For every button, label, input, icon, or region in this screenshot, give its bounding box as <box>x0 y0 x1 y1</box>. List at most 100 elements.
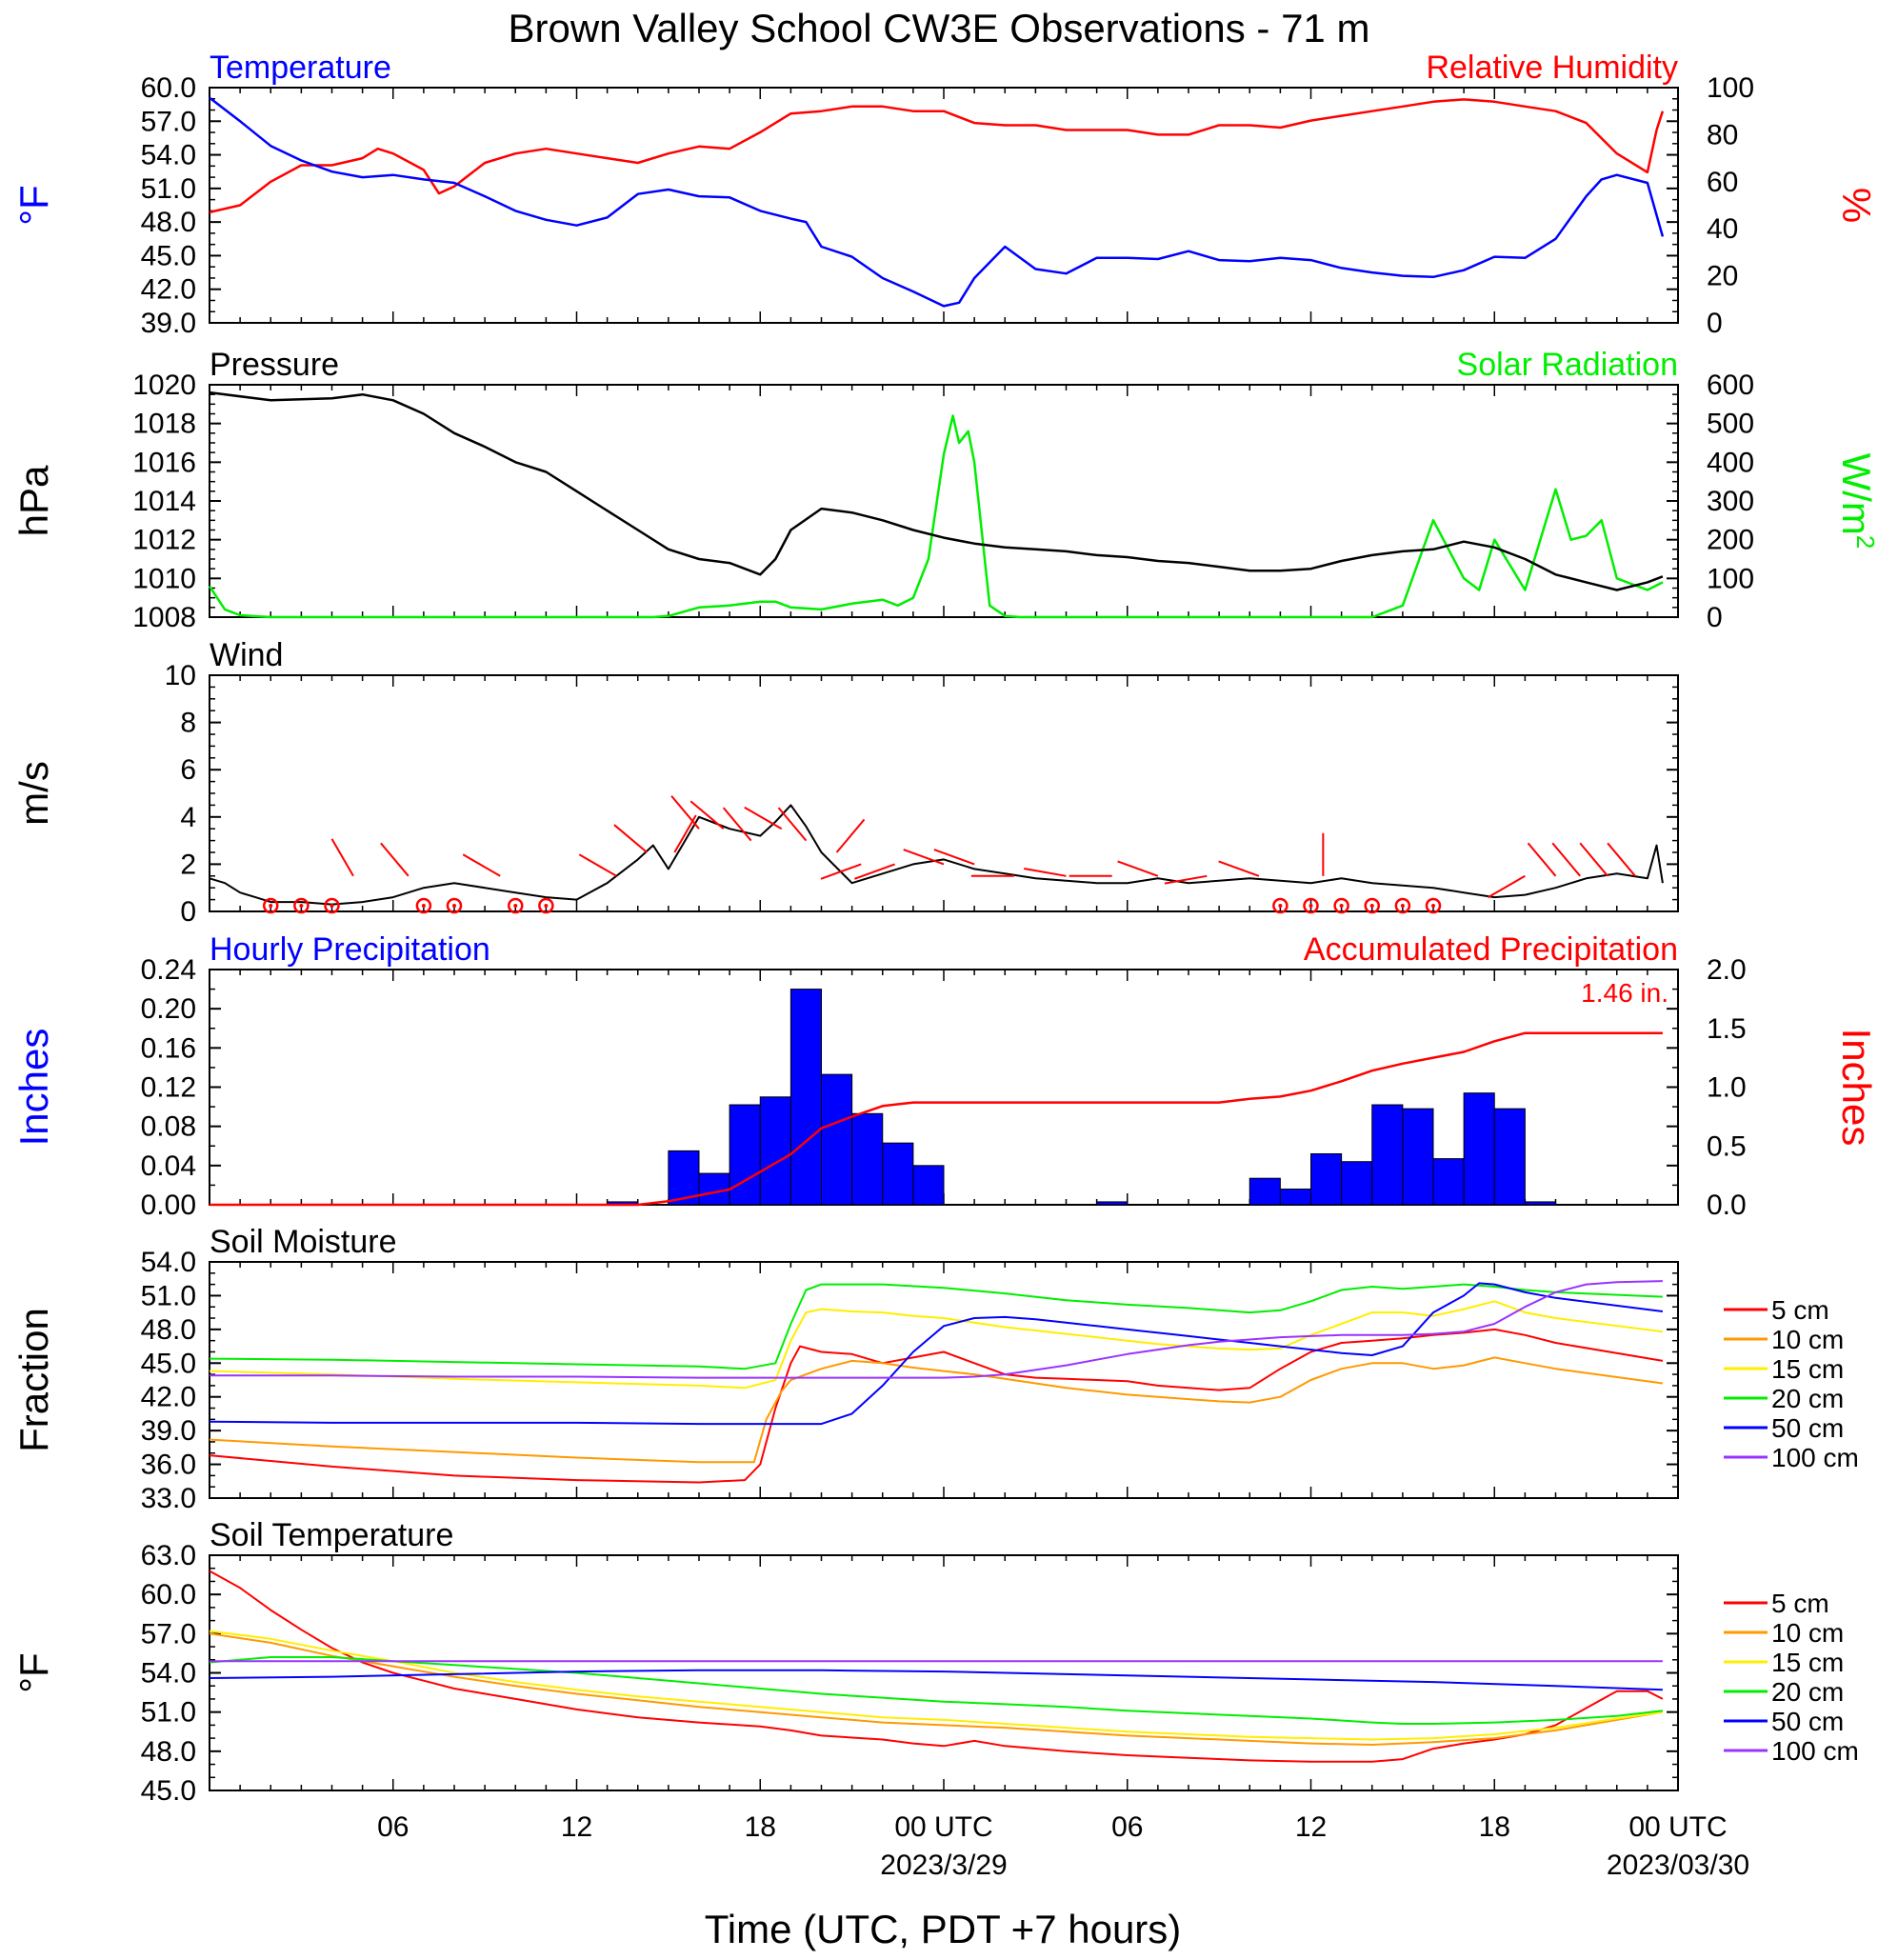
left-y-tick-label: 6 <box>180 754 196 786</box>
series-line <box>209 98 1665 214</box>
calm-wind-marker <box>263 897 279 914</box>
legend-label: 100 cm <box>1771 1736 1859 1766</box>
wind-barb <box>1527 842 1557 877</box>
wind-barb <box>613 824 649 853</box>
wind-barb <box>689 800 725 830</box>
wind-barb <box>933 849 975 866</box>
series-line <box>209 1300 1664 1390</box>
left-y-tick-label: 1018 <box>132 409 196 440</box>
right-y-tick-label: 2.0 <box>1707 954 1747 986</box>
left-y-tick-label: 57.0 <box>141 106 196 137</box>
precip-bar <box>729 1104 761 1206</box>
legend-label: 5 cm <box>1771 1295 1829 1325</box>
plot-frame <box>209 384 1679 618</box>
x-date-label: 2023/03/30 <box>1607 1850 1749 1881</box>
wind-barb <box>1607 842 1636 877</box>
plot-frame <box>209 1261 1679 1499</box>
right-y-tick-label: 600 <box>1707 370 1754 401</box>
left-y-tick-label: 54.0 <box>141 1658 196 1690</box>
precip-bar <box>882 1142 914 1206</box>
x-tick-label: 00 UTC <box>894 1811 992 1843</box>
legend-label: 15 cm <box>1771 1354 1844 1384</box>
left-y-tick-label: 1020 <box>132 370 196 401</box>
series-line <box>210 1031 1663 1207</box>
legend-label: 10 cm <box>1771 1325 1844 1354</box>
precip-bar <box>1249 1177 1281 1206</box>
legend-label: 20 cm <box>1771 1677 1844 1707</box>
series-line <box>209 804 1664 906</box>
x-tick-label: 06 <box>377 1811 409 1843</box>
left-y-tick-label: 1014 <box>132 486 196 517</box>
left-y-tick-label: 2 <box>180 849 196 880</box>
panel-title: Solar Radiation <box>1457 347 1678 383</box>
calm-wind-marker <box>299 904 304 908</box>
left-y-tick-label: 45.0 <box>141 1775 196 1807</box>
right-y-tick-label: 0 <box>1707 602 1723 633</box>
wind-barb <box>1579 842 1608 877</box>
figure-title: Brown Valley School CW3E Observations - … <box>509 6 1370 50</box>
legend-label: 50 cm <box>1771 1707 1844 1736</box>
calm-wind-marker <box>1333 897 1349 914</box>
left-y-tick-label: 0.12 <box>141 1072 196 1104</box>
series-line <box>209 1283 1663 1370</box>
precip-bar <box>759 1096 791 1206</box>
plot-frame <box>209 674 1679 912</box>
series-line <box>209 390 1664 591</box>
calm-wind-marker <box>1369 904 1374 908</box>
left-axis-title: °F <box>11 1652 56 1692</box>
left-y-tick-label: 0.24 <box>141 954 196 986</box>
right-axis-title: % <box>1834 188 1878 223</box>
right-y-tick-label: 0.0 <box>1707 1190 1747 1221</box>
x-date-label: 2023/3/29 <box>880 1850 1007 1881</box>
series-line <box>209 1630 1664 1741</box>
x-tick-label: 18 <box>745 1811 776 1843</box>
left-y-tick-label: 45.0 <box>141 1348 196 1379</box>
left-y-tick-label: 0 <box>180 896 196 928</box>
calm-wind-marker <box>1400 904 1405 908</box>
left-y-tick-label: 51.0 <box>141 1280 196 1311</box>
wind-barb <box>853 863 895 880</box>
wind-barb <box>462 853 501 877</box>
precip-bar <box>1402 1108 1434 1206</box>
wind-barb <box>670 795 700 830</box>
calm-wind-marker <box>421 904 426 908</box>
left-axis-title: Inches <box>11 1029 56 1147</box>
left-y-tick-label: 0.20 <box>141 993 196 1025</box>
left-y-tick-label: 63.0 <box>141 1540 196 1571</box>
calm-wind-marker <box>415 897 432 914</box>
right-axis-title: Inches <box>1834 1029 1878 1147</box>
x-axis-label: Time (UTC, PDT +7 hours) <box>705 1907 1182 1951</box>
left-y-tick-label: 51.0 <box>141 1697 196 1729</box>
accumulated-total-annotation: 1.46 in. <box>1581 978 1668 1008</box>
right-y-tick-label: 200 <box>1707 525 1754 556</box>
left-y-tick-label: 0.16 <box>141 1032 196 1064</box>
left-axis-title: °F <box>11 185 56 225</box>
legend-label: 50 cm <box>1771 1413 1844 1443</box>
left-y-tick-label: 48.0 <box>141 207 196 238</box>
chart-panels: 39.042.045.048.051.054.057.060.002040608… <box>11 50 1878 1881</box>
series-line <box>209 1632 1664 1746</box>
wind-barb <box>903 849 945 866</box>
left-y-tick-label: 39.0 <box>141 1415 196 1447</box>
left-y-tick-label: 45.0 <box>141 240 196 271</box>
left-y-tick-label: 1010 <box>132 563 196 594</box>
series-line <box>209 1669 1663 1691</box>
left-y-tick-label: 60.0 <box>141 72 196 104</box>
right-y-tick-label: 0.5 <box>1707 1130 1747 1162</box>
left-y-tick-label: 48.0 <box>141 1314 196 1346</box>
legend-label: 100 cm <box>1771 1443 1859 1472</box>
precip-bar <box>1524 1201 1556 1206</box>
calm-wind-marker <box>293 897 310 914</box>
series-line <box>209 1656 1664 1725</box>
right-y-tick-label: 60 <box>1707 167 1738 198</box>
panel-title: Wind <box>210 637 283 673</box>
right-y-tick-label: 300 <box>1707 486 1754 517</box>
precip-bar <box>821 1073 853 1206</box>
panel-title: Soil Temperature <box>210 1517 453 1553</box>
left-y-tick-label: 33.0 <box>141 1483 196 1514</box>
right-y-tick-label: 500 <box>1707 409 1754 440</box>
wind-barb <box>777 807 808 842</box>
legend-label: 5 cm <box>1771 1589 1829 1618</box>
plot-frame <box>209 87 1679 324</box>
left-y-tick-label: 4 <box>180 802 196 833</box>
